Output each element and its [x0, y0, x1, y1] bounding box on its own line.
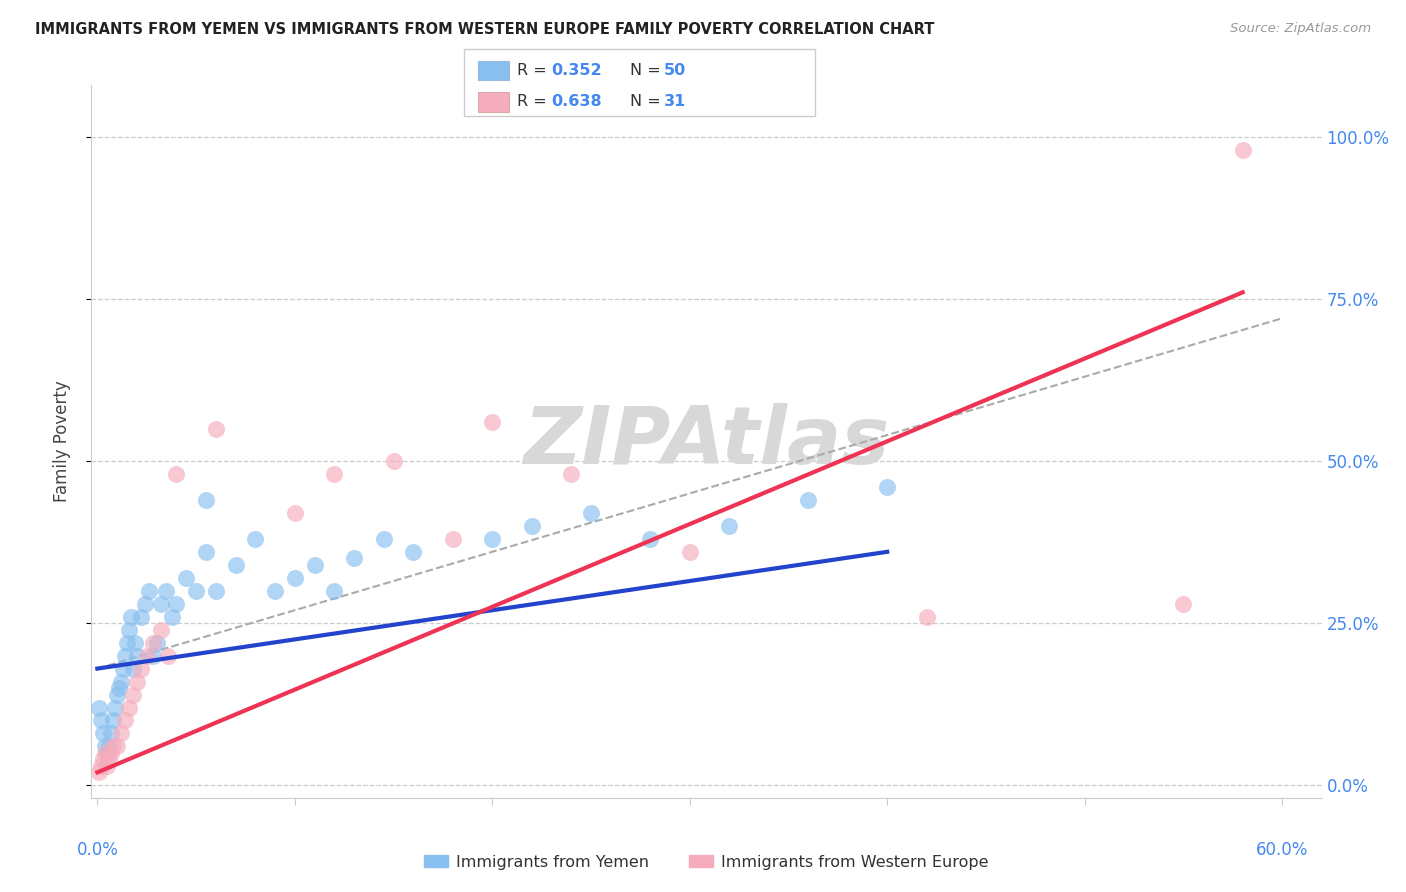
Point	[110, 726, 132, 740]
Text: Source: ZipAtlas.com: Source: ZipAtlas.com	[1230, 22, 1371, 36]
Point	[204, 421, 226, 435]
Point	[797, 492, 820, 507]
Point	[105, 739, 128, 754]
Point	[323, 583, 346, 598]
Point	[104, 700, 127, 714]
Point	[284, 571, 307, 585]
Point	[1173, 597, 1195, 611]
Point	[225, 558, 247, 572]
Point	[101, 739, 124, 754]
Text: 0.0%: 0.0%	[76, 841, 118, 859]
Point	[481, 532, 503, 546]
Point	[638, 532, 661, 546]
Point	[718, 519, 741, 533]
Point	[679, 545, 702, 559]
Point	[145, 635, 167, 649]
Point	[114, 714, 136, 728]
Point	[94, 746, 117, 760]
Point	[382, 454, 405, 468]
Point	[134, 597, 156, 611]
Text: 60.0%: 60.0%	[1256, 841, 1309, 859]
Point	[90, 759, 112, 773]
Point	[129, 662, 152, 676]
Point	[111, 662, 134, 676]
Point	[142, 648, 165, 663]
Point	[560, 467, 582, 481]
Point	[91, 726, 114, 740]
Point	[101, 714, 124, 728]
Text: N =: N =	[630, 63, 666, 78]
Point	[184, 583, 207, 598]
Point	[162, 609, 184, 624]
Point	[165, 467, 187, 481]
Point	[343, 551, 366, 566]
Point	[94, 739, 117, 754]
Point	[90, 714, 112, 728]
Point	[100, 746, 122, 760]
Point	[115, 635, 138, 649]
Point	[110, 674, 132, 689]
Point	[155, 583, 177, 598]
Point	[96, 746, 118, 760]
Point	[125, 648, 148, 663]
Point	[520, 519, 543, 533]
Text: 31: 31	[664, 95, 686, 109]
Point	[108, 681, 131, 695]
Point	[91, 752, 114, 766]
Point	[89, 700, 111, 714]
Point	[125, 674, 148, 689]
Point	[100, 726, 122, 740]
Point	[402, 545, 425, 559]
Text: R =: R =	[517, 95, 553, 109]
Point	[194, 545, 217, 559]
Point	[89, 765, 111, 780]
Point	[441, 532, 464, 546]
Point	[373, 532, 395, 546]
Point	[304, 558, 326, 572]
Point	[264, 583, 287, 598]
Point	[149, 623, 172, 637]
Point	[124, 635, 146, 649]
Text: ZIPAtlas: ZIPAtlas	[523, 402, 890, 481]
Point	[129, 609, 152, 624]
Text: R =: R =	[517, 63, 553, 78]
Point	[135, 648, 157, 663]
Point	[204, 583, 226, 598]
Point	[142, 635, 165, 649]
Point	[174, 571, 197, 585]
Point	[118, 623, 141, 637]
Point	[284, 506, 307, 520]
Point	[323, 467, 346, 481]
Point	[245, 532, 267, 546]
Point	[121, 662, 143, 676]
Point	[114, 648, 136, 663]
Text: 50: 50	[664, 63, 686, 78]
Point	[579, 506, 602, 520]
Point	[138, 583, 160, 598]
Point	[149, 597, 172, 611]
Point	[96, 759, 118, 773]
Text: IMMIGRANTS FROM YEMEN VS IMMIGRANTS FROM WESTERN EUROPE FAMILY POVERTY CORRELATI: IMMIGRANTS FROM YEMEN VS IMMIGRANTS FROM…	[35, 22, 935, 37]
Text: 0.638: 0.638	[551, 95, 602, 109]
Y-axis label: Family Poverty: Family Poverty	[52, 381, 70, 502]
Point	[98, 739, 121, 754]
Point	[121, 688, 143, 702]
Point	[98, 752, 121, 766]
Text: N =: N =	[630, 95, 671, 109]
Legend: Immigrants from Yemen, Immigrants from Western Europe: Immigrants from Yemen, Immigrants from W…	[418, 848, 995, 876]
Point	[120, 609, 142, 624]
Point	[194, 492, 217, 507]
Point	[105, 688, 128, 702]
Point	[1232, 143, 1254, 157]
Point	[118, 700, 141, 714]
Point	[481, 415, 503, 429]
Point	[157, 648, 180, 663]
Point	[165, 597, 187, 611]
Text: 0.352: 0.352	[551, 63, 602, 78]
Point	[876, 480, 898, 494]
Point	[915, 609, 938, 624]
